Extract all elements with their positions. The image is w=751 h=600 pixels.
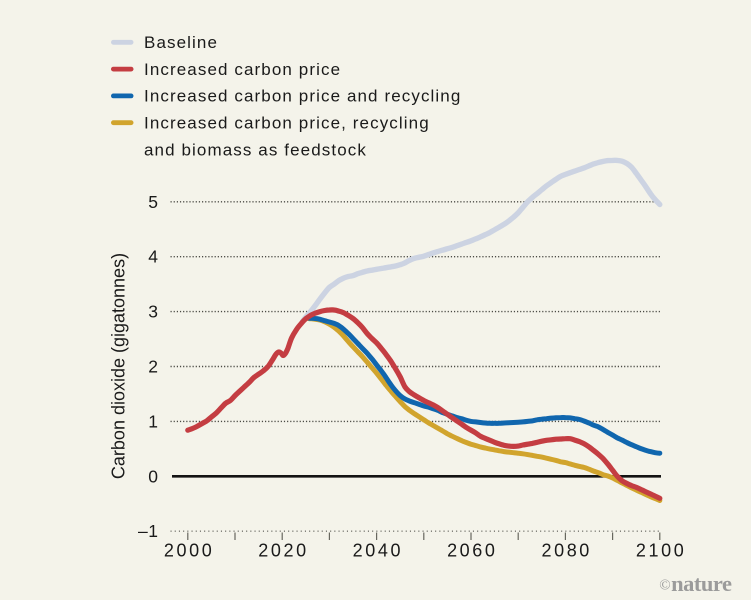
svg-text:1: 1 [148, 411, 158, 431]
svg-text:Carbon dioxide (gigatonnes): Carbon dioxide (gigatonnes) [109, 253, 129, 479]
svg-text:Increased carbon price and rec: Increased carbon price and recycling [144, 87, 461, 106]
svg-text:and biomass as feedstock: and biomass as feedstock [144, 140, 367, 159]
svg-text:2080: 2080 [541, 541, 591, 561]
svg-text:4: 4 [148, 247, 158, 267]
svg-text:0: 0 [148, 466, 158, 486]
svg-text:2020: 2020 [258, 541, 308, 561]
svg-text:3: 3 [148, 302, 158, 322]
svg-text:2: 2 [148, 357, 158, 377]
svg-text:2060: 2060 [447, 541, 497, 561]
svg-text:2040: 2040 [353, 541, 403, 561]
svg-text:Baseline: Baseline [144, 33, 218, 52]
svg-text:©nature: ©nature [659, 571, 732, 596]
svg-text:2000: 2000 [164, 541, 214, 561]
svg-text:Increased carbon price: Increased carbon price [144, 60, 341, 79]
svg-text:2100: 2100 [636, 541, 686, 561]
svg-text:–1: –1 [138, 521, 158, 541]
svg-text:5: 5 [148, 192, 158, 212]
svg-text:Increased carbon price, recycl: Increased carbon price, recycling [144, 114, 430, 133]
